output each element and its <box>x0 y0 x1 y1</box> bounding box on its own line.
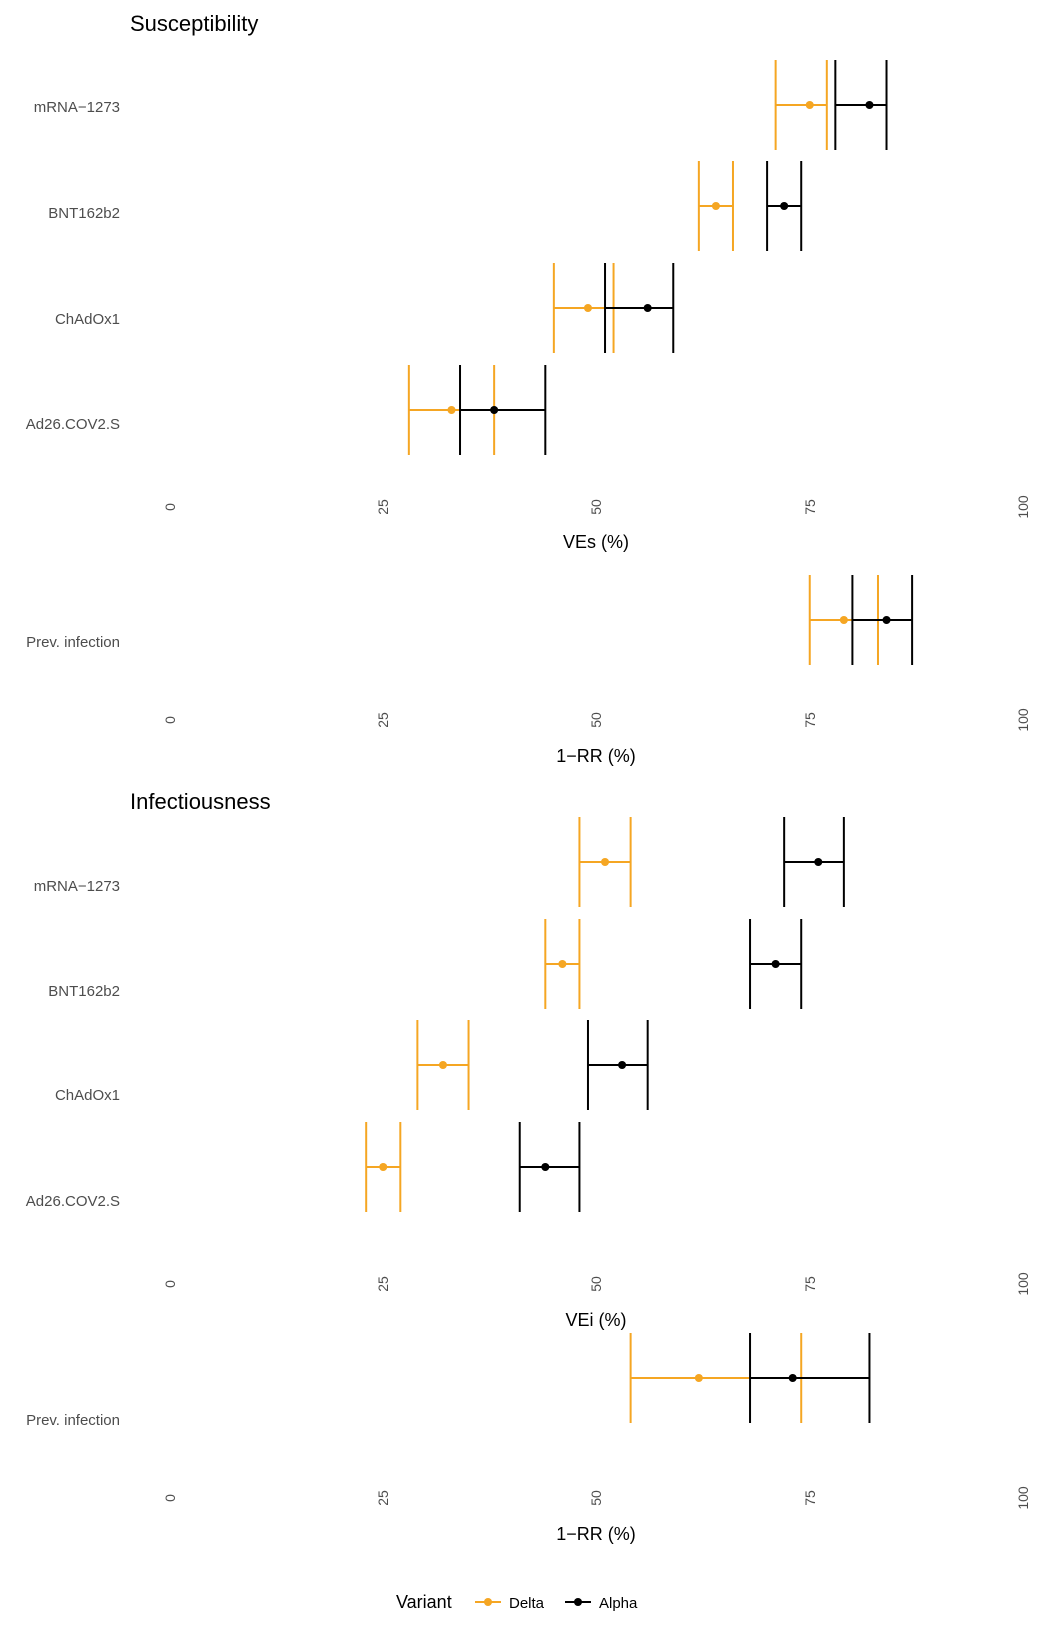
x-tick-label: 100 <box>1015 1272 1031 1296</box>
point-estimate-delta <box>839 616 848 624</box>
point-estimate-alpha <box>814 858 823 866</box>
point-estimate-delta <box>447 406 456 414</box>
legend-key-alpha <box>565 1598 591 1606</box>
category-label: Ad26.COV2.S <box>26 416 120 433</box>
point-estimate-delta <box>711 202 720 210</box>
point-estimate-alpha <box>643 304 652 312</box>
category-label: BNT162b2 <box>48 983 120 1000</box>
x-tick-label: 25 <box>375 712 391 728</box>
legend-title: Variant <box>396 1592 452 1612</box>
x-tick-label: 75 <box>802 499 818 515</box>
point-estimate-alpha <box>788 1374 797 1382</box>
x-tick-label: 25 <box>375 1490 391 1506</box>
x-tick-label: 75 <box>802 1276 818 1292</box>
panel-marks <box>629 1333 871 1423</box>
category-label: Prev. infection <box>26 634 120 651</box>
x-tick-label: 100 <box>1015 1486 1031 1510</box>
x-tick-label: 25 <box>375 1276 391 1292</box>
point-estimate-alpha <box>541 1163 550 1171</box>
section-title-infectiousness: Infectiousness <box>130 789 271 814</box>
legend-key-delta-dot <box>484 1598 492 1606</box>
x-tick-label: 75 <box>802 1490 818 1506</box>
panel-marks <box>407 60 888 455</box>
point-estimate-alpha <box>771 960 780 968</box>
legend-label-delta: Delta <box>509 1595 545 1612</box>
panel-susceptibility-prev-infection: Prev. infection 0 25 50 75 100 1−RR (%) <box>26 575 1031 766</box>
point-estimate-alpha <box>780 202 789 210</box>
x-axis-title: 1−RR (%) <box>556 746 636 766</box>
category-label: Prev. infection <box>26 1412 120 1429</box>
point-estimate-alpha <box>865 101 874 109</box>
x-tick-label: 100 <box>1015 495 1031 519</box>
x-tick-label: 75 <box>802 712 818 728</box>
point-estimate-alpha <box>490 406 499 414</box>
x-tick-label: 50 <box>588 1276 604 1292</box>
x-tick-label: 0 <box>162 1494 178 1502</box>
x-tick-label: 0 <box>162 503 178 511</box>
x-tick-label: 0 <box>162 716 178 724</box>
point-estimate-delta <box>601 858 610 866</box>
category-label: ChAdOx1 <box>55 311 120 328</box>
category-label: ChAdOx1 <box>55 1087 120 1104</box>
point-estimate-delta <box>694 1374 703 1382</box>
x-axis-title: 1−RR (%) <box>556 1524 636 1544</box>
panel-marks <box>808 575 914 665</box>
x-axis-title: VEs (%) <box>563 532 629 552</box>
x-tick-label: 0 <box>162 1280 178 1288</box>
category-label: mRNA−1273 <box>34 99 120 116</box>
panel-infectiousness-prev-infection: Prev. infection 0 25 50 75 100 1−RR (%) <box>26 1333 1031 1544</box>
point-estimate-delta <box>379 1163 388 1171</box>
category-label: mRNA−1273 <box>34 878 120 895</box>
point-estimate-delta <box>805 101 814 109</box>
panel-marks <box>365 817 845 1212</box>
panel-susceptibility: Susceptibility mRNA−1273 BNT162b2 ChAdOx… <box>26 11 1031 552</box>
legend: Variant Delta Alpha <box>396 1592 638 1612</box>
section-title-susceptibility: Susceptibility <box>130 11 258 36</box>
category-label: Ad26.COV2.S <box>26 1193 120 1210</box>
category-label: BNT162b2 <box>48 205 120 222</box>
x-tick-label: 25 <box>375 499 391 515</box>
legend-label-alpha: Alpha <box>599 1595 638 1612</box>
legend-key-alpha-dot <box>574 1598 582 1606</box>
x-tick-label: 50 <box>588 1490 604 1506</box>
point-estimate-delta <box>583 304 592 312</box>
x-tick-label: 50 <box>588 499 604 515</box>
x-tick-label: 50 <box>588 712 604 728</box>
panel-infectiousness: Infectiousness mRNA−1273 BNT162b2 ChAdOx… <box>26 789 1031 1330</box>
x-tick-label: 100 <box>1015 708 1031 732</box>
x-axis-title: VEi (%) <box>565 1310 626 1330</box>
point-estimate-alpha <box>882 616 891 624</box>
point-estimate-alpha <box>618 1061 627 1069</box>
legend-key-delta <box>475 1598 501 1606</box>
point-estimate-delta <box>558 960 567 968</box>
point-estimate-delta <box>438 1061 447 1069</box>
